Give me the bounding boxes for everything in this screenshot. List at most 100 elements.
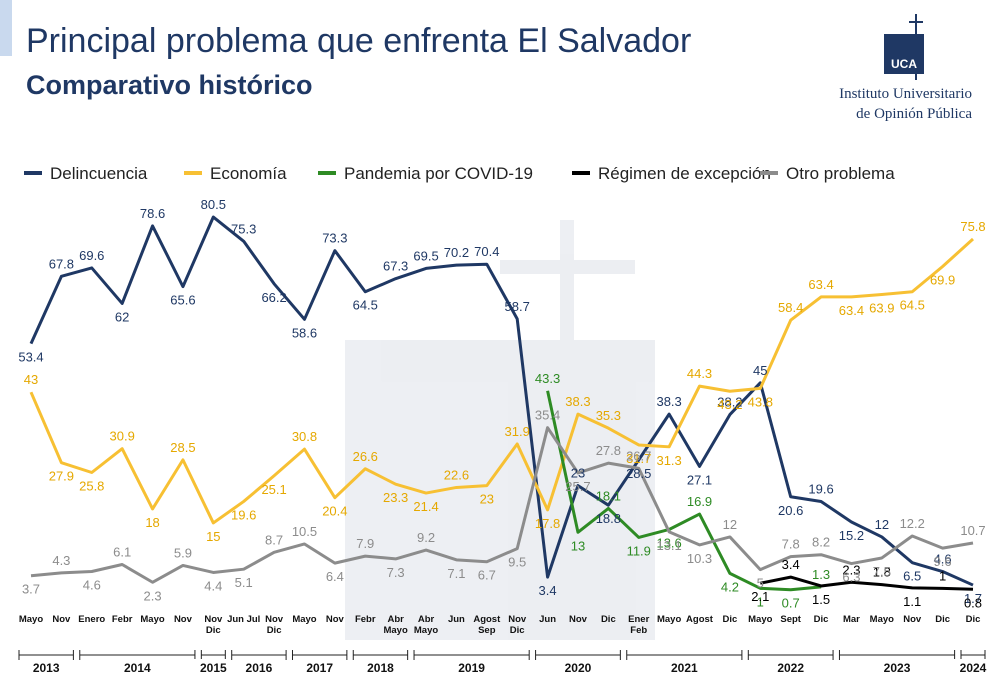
data-label: 19.6 (231, 507, 256, 522)
series-line (29, 215, 974, 587)
data-label: 0.7 (782, 596, 800, 611)
series-line (29, 237, 975, 525)
x-tick-label: Agost (686, 614, 713, 625)
data-label: 38.2 (717, 395, 742, 410)
data-label: 31.9 (505, 424, 530, 439)
x-tick-label: Jun (539, 614, 557, 625)
year-label: 2022 (777, 661, 804, 675)
x-tick-label: Abr Mayo (413, 614, 439, 636)
data-label: 4.6 (934, 552, 952, 567)
data-label: 43.3 (535, 371, 560, 386)
x-tick-label: Jun Jul (227, 614, 261, 625)
data-label: 69.6 (79, 248, 104, 263)
data-label: 44.3 (687, 366, 712, 381)
data-label: 16.9 (687, 494, 712, 509)
x-tick-label: Ener Feb (628, 614, 650, 636)
x-tick-label: Enero (78, 614, 106, 625)
data-label: 13.1 (656, 538, 681, 553)
x-tick-label: Dic (722, 614, 738, 625)
year-bg (238, 659, 279, 675)
data-label: 23.3 (383, 490, 408, 505)
legend-label: Régimen de excepción (598, 164, 771, 183)
data-label: 80.5 (201, 197, 226, 212)
data-label: 7.1 (447, 566, 465, 581)
data-label: 5.1 (235, 575, 253, 590)
data-label: 15 (206, 529, 220, 544)
legend-label: Otro problema (786, 164, 895, 183)
year-label: 2016 (246, 661, 273, 675)
data-label: 35.4 (535, 408, 560, 423)
data-label: 75.3 (231, 221, 256, 236)
data-label: 9.2 (417, 530, 435, 545)
x-tick-label: Jun (447, 614, 465, 625)
data-label: 9.5 (508, 555, 526, 570)
data-label: 43 (24, 372, 38, 387)
year-bg (953, 659, 993, 675)
x-tick-label: Febr (111, 614, 133, 625)
data-label: 73.3 (322, 231, 347, 246)
x-tick-label: Dic (600, 614, 616, 625)
data-label: 18.8 (596, 511, 621, 526)
data-label: 20.4 (322, 504, 347, 519)
data-label: 12 (723, 517, 737, 532)
data-label: 31.7 (626, 451, 651, 466)
data-label: 8.7 (265, 532, 283, 547)
data-label: 58.7 (505, 299, 530, 314)
data-label: 67.3 (383, 259, 408, 274)
year-label: 2015 (200, 661, 227, 675)
data-label: 15.2 (839, 528, 864, 543)
logo: UCA (884, 14, 924, 80)
year-label: 2013 (33, 661, 60, 675)
data-label: 12.2 (900, 516, 925, 531)
data-label: 1.5 (812, 592, 830, 607)
data-label: 25.8 (79, 478, 104, 493)
data-label: 3.7 (22, 582, 40, 597)
data-label: 25.7 (565, 479, 590, 494)
data-label: 20.6 (778, 503, 803, 518)
x-tick-label: Mayo (292, 614, 317, 625)
data-label: 27.9 (49, 469, 74, 484)
data-label: 38.3 (565, 394, 590, 409)
data-label: 7.5 (873, 564, 891, 579)
year-label: 2017 (306, 661, 333, 675)
x-tick-label: Nov Dic (508, 614, 527, 636)
data-label: 13.6 (656, 535, 681, 550)
data-label: 78.6 (140, 206, 165, 221)
data-label: 30.8 (292, 429, 317, 444)
x-tick-label: Mayo (656, 614, 682, 625)
data-label: 25.1 (261, 482, 286, 497)
data-label: 28.5 (626, 466, 651, 481)
x-tick-label: Mayo (18, 614, 44, 625)
data-label: 38.3 (656, 394, 681, 409)
data-label: 3.4 (539, 583, 557, 598)
data-label: 23 (480, 492, 494, 507)
data-label: 7.9 (356, 536, 374, 551)
data-label: 63.9 (869, 301, 894, 316)
data-label: 1 (939, 568, 946, 583)
data-label: 1.8 (873, 565, 891, 580)
data-label: 8.2 (812, 535, 830, 550)
data-label: 69.5 (413, 248, 438, 263)
data-label: 6.5 (903, 569, 921, 584)
x-tick-label: Dic (813, 614, 829, 625)
data-label: 19.6 (808, 481, 833, 496)
data-label: 27.8 (596, 443, 621, 458)
year-bg (451, 659, 492, 675)
data-label: 5.9 (174, 545, 192, 560)
year-bg (193, 659, 234, 675)
data-label: 21.4 (413, 499, 438, 514)
data-label: 4.4 (204, 578, 222, 593)
data-label: 9.6 (934, 554, 952, 569)
data-label: 1 (757, 594, 764, 609)
x-tick-label: Nov (173, 614, 192, 625)
year-label: 2014 (124, 661, 151, 675)
data-label: 65.6 (170, 293, 195, 308)
data-label: 28.5 (170, 440, 195, 455)
series-line (30, 426, 974, 584)
x-tick-label: Nov (52, 614, 71, 625)
data-label: 30.9 (110, 429, 135, 444)
subtitle: Comparativo histórico (26, 70, 313, 100)
year-bg (117, 659, 158, 675)
